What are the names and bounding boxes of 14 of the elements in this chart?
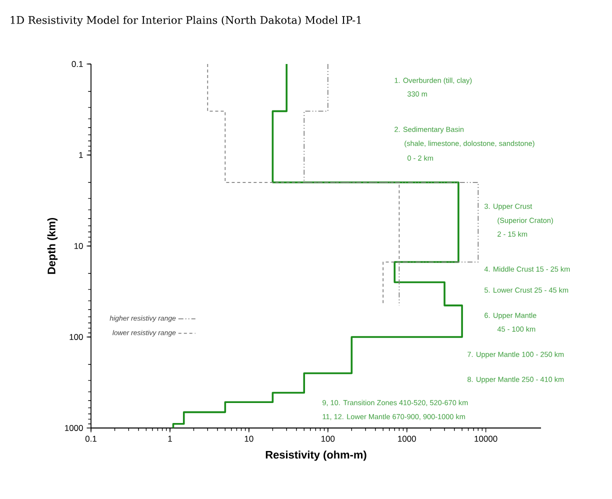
y-tick-label: 1 — [79, 152, 83, 158]
y-tick-label: 100 — [70, 334, 83, 340]
x-tick-label: 10000 — [474, 436, 498, 442]
y-tick-label: 0.1 — [72, 61, 83, 67]
y-tick-label: 1000 — [65, 425, 83, 431]
y-tick-label: 10 — [74, 243, 83, 249]
x-tick-label: 10 — [244, 436, 254, 442]
x-axis-title: Resistivity (ohm-m) — [266, 450, 366, 461]
chart-title: 1D Resistivity Model for Interior Plains (North Dakota) Model IP-1 — [10, 16, 361, 26]
x-tick-label: 1000 — [398, 436, 416, 442]
x-tick-label: 1 — [168, 436, 172, 442]
x-tick-label: 0.1 — [85, 436, 96, 442]
y-axis-title: Depth (km) — [47, 218, 58, 274]
x-tick-label: 100 — [321, 436, 335, 442]
